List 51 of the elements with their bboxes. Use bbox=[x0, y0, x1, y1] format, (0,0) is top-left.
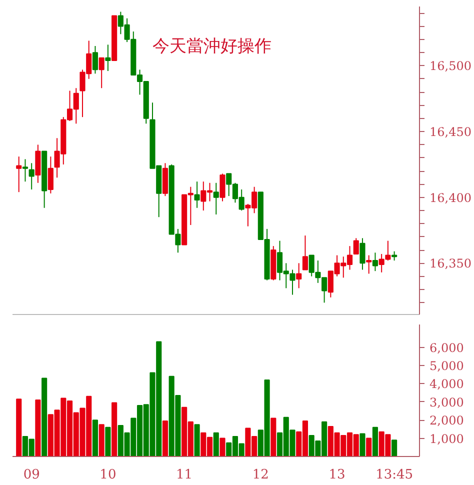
y-tick-label: 5,000 bbox=[430, 358, 464, 373]
bar bbox=[270, 418, 276, 456]
candlestick bbox=[16, 156, 22, 193]
candlestick bbox=[372, 252, 378, 272]
candlestick bbox=[48, 156, 54, 194]
y-tick-label: 2,000 bbox=[430, 414, 464, 428]
candlestick bbox=[360, 238, 366, 270]
x-tick-label: 13 bbox=[328, 468, 346, 482]
bar bbox=[194, 424, 200, 456]
candlestick bbox=[22, 158, 28, 182]
candlestick bbox=[98, 57, 104, 89]
bar bbox=[220, 438, 226, 456]
candlestick bbox=[92, 45, 98, 74]
bar bbox=[42, 378, 48, 456]
bar bbox=[112, 402, 118, 456]
candlestick bbox=[35, 144, 41, 184]
candlestick bbox=[194, 181, 200, 208]
bar bbox=[372, 426, 378, 456]
y-tick-label: 6,000 bbox=[430, 340, 464, 355]
candlestick bbox=[213, 182, 219, 215]
candlestick bbox=[302, 235, 308, 270]
x-tick-label: 12 bbox=[252, 468, 269, 482]
annotation: 今天當沖好操作 bbox=[152, 36, 272, 56]
bar bbox=[162, 420, 168, 456]
bar bbox=[213, 432, 219, 456]
x-tick-label: 13:45 bbox=[376, 468, 414, 482]
y-tick-label: 16,350 bbox=[430, 256, 472, 271]
y-tick-label: 4,000 bbox=[430, 377, 464, 392]
x-tick-label: 11 bbox=[176, 468, 193, 482]
candlestick bbox=[392, 250, 398, 262]
bar bbox=[105, 426, 111, 456]
bar bbox=[98, 424, 104, 456]
candlestick bbox=[366, 254, 372, 274]
bar bbox=[360, 433, 366, 456]
bar bbox=[92, 420, 98, 456]
x-tick-label: 10 bbox=[100, 468, 116, 482]
candlestick bbox=[353, 238, 359, 254]
candlestick bbox=[220, 173, 226, 202]
x-tick-label: 09 bbox=[23, 468, 40, 482]
candlestick bbox=[296, 262, 302, 289]
y-tick-label: 16,500 bbox=[430, 59, 472, 74]
y-tick-label: 16,450 bbox=[430, 125, 472, 140]
y-tick-label: 16,400 bbox=[430, 190, 472, 205]
candlestick bbox=[28, 162, 34, 190]
bar bbox=[392, 440, 398, 456]
bar bbox=[366, 438, 372, 456]
bar bbox=[16, 398, 22, 456]
y-tick-label: 1,000 bbox=[430, 432, 464, 446]
bar bbox=[35, 400, 41, 456]
y-tick-label: 3,000 bbox=[430, 395, 464, 410]
candlestick bbox=[105, 44, 111, 72]
